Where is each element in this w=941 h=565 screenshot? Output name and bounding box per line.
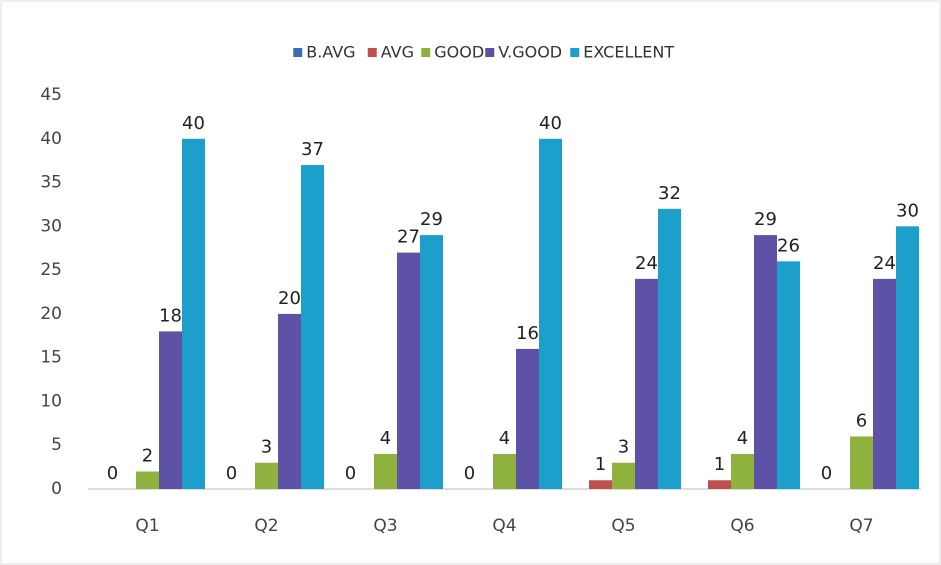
y-tick-label: 0 [51, 479, 62, 499]
legend-label: GOOD [434, 43, 484, 62]
legend-swatch [485, 48, 495, 57]
bar [873, 278, 896, 489]
x-tick-label: Q2 [254, 516, 278, 536]
x-tick-label: Q1 [135, 516, 159, 536]
bar [374, 453, 397, 489]
y-tick-label: 35 [40, 173, 62, 193]
bar [493, 453, 516, 489]
data-label: 20 [278, 288, 301, 309]
bar [420, 235, 443, 489]
x-tick-label: Q4 [492, 516, 516, 536]
bar [278, 313, 301, 489]
bar [754, 235, 777, 489]
bar [159, 331, 182, 489]
data-label: 40 [182, 113, 205, 134]
data-label: 29 [420, 209, 443, 230]
bar [708, 480, 731, 489]
data-label: 4 [499, 428, 510, 449]
data-label: 32 [658, 183, 681, 204]
y-tick-label: 30 [40, 216, 62, 236]
y-tick-label: 45 [40, 85, 62, 105]
data-label: 30 [896, 200, 919, 221]
data-label: 40 [539, 113, 562, 134]
bar [777, 261, 800, 489]
data-label: 3 [618, 437, 629, 458]
x-tick-label: Q3 [373, 516, 397, 536]
data-label: 37 [301, 139, 324, 160]
y-tick-label: 10 [40, 391, 62, 411]
data-label: 18 [159, 305, 182, 326]
bar [397, 252, 420, 489]
data-label: 4 [380, 428, 391, 449]
data-label: 26 [777, 235, 800, 256]
data-label: 24 [635, 253, 658, 274]
data-label: 1 [714, 454, 725, 475]
y-tick-label: 15 [40, 348, 62, 368]
data-label: 29 [754, 209, 777, 230]
bar [896, 226, 919, 490]
legend-swatch [367, 48, 377, 57]
bar [658, 208, 681, 490]
legend-label: EXCELLENT [583, 43, 674, 62]
data-label: 3 [261, 437, 272, 458]
y-tick-label: 40 [40, 129, 62, 149]
legend-label: AVG [381, 43, 414, 62]
bar [539, 138, 562, 489]
bar [301, 165, 324, 490]
legend-swatch [293, 48, 303, 57]
y-tick-label: 20 [40, 304, 62, 324]
bar [612, 462, 635, 489]
bar [516, 348, 539, 489]
data-label: 4 [737, 428, 748, 449]
data-label: 0 [464, 463, 475, 484]
bar [136, 471, 159, 489]
y-tick-label: 5 [51, 435, 62, 455]
legend-label: B.AVG [306, 43, 355, 62]
data-label: 24 [873, 253, 896, 274]
data-label: 2 [142, 445, 153, 466]
bar [182, 138, 205, 489]
data-label: 27 [397, 227, 420, 248]
data-label: 16 [516, 323, 539, 344]
bar [589, 480, 612, 489]
data-label: 0 [226, 463, 237, 484]
legend-swatch [421, 48, 431, 57]
data-label: 6 [856, 410, 867, 431]
legend-label: V.GOOD [498, 43, 562, 62]
y-tick-label: 25 [40, 260, 62, 280]
data-label: 1 [595, 454, 606, 475]
data-label: 0 [107, 463, 118, 484]
x-tick-label: Q7 [849, 516, 873, 536]
x-tick-label: Q6 [730, 516, 754, 536]
bar [850, 436, 873, 489]
bar [255, 462, 278, 489]
data-label: 0 [821, 463, 832, 484]
bar [731, 453, 754, 489]
legend-swatch [570, 48, 580, 57]
x-tick-label: Q5 [611, 516, 635, 536]
data-label: 0 [345, 463, 356, 484]
bar [635, 278, 658, 489]
